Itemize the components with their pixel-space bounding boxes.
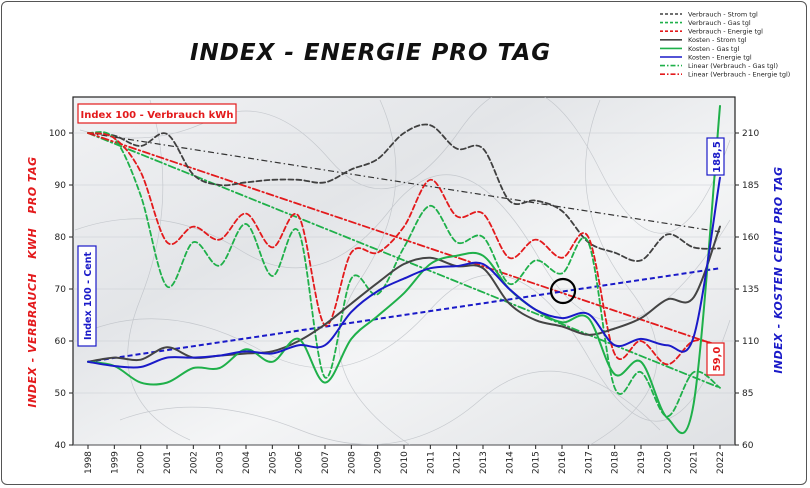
axes: 40 50 60 70 80 90 100 60 85 110 135 160 185 210 1998 19… bbox=[49, 129, 760, 474]
x-tick-label: 1999 bbox=[110, 451, 120, 474]
x-tick-label: 2017 bbox=[584, 451, 594, 474]
series-lines bbox=[87, 105, 721, 434]
left-axis-title-part3: PRO TAG bbox=[26, 156, 39, 213]
verbrauch-index-box: Index 100 - Verbrauch kWh bbox=[77, 103, 237, 124]
x-tick-label: 2003 bbox=[216, 451, 226, 474]
end-verbrauch-value: 59,0 bbox=[712, 347, 723, 372]
left-tick-label: 70 bbox=[55, 285, 67, 295]
legend-label-8: Linear (Verbrauch - Energie tgl) bbox=[688, 71, 790, 79]
left-tick-label: 60 bbox=[55, 337, 67, 347]
x-tick-label: 2018 bbox=[611, 451, 621, 474]
chart-title: INDEX - ENERGIE PRO TAG bbox=[190, 40, 551, 66]
x-tick-label: 2000 bbox=[137, 451, 147, 474]
end-kosten-value: 188,5 bbox=[712, 141, 723, 173]
highlight-circle bbox=[549, 277, 577, 305]
trend-line-strom bbox=[87, 132, 721, 233]
right-axis-title-text: INDEX - KOSTEN CENT PRO TAG bbox=[772, 166, 785, 373]
x-tick-label: 2021 bbox=[690, 451, 700, 474]
cent-index-box: Index 100 - Cent bbox=[77, 245, 97, 347]
left-tick-label: 90 bbox=[55, 181, 67, 191]
left-tick-label: 50 bbox=[55, 389, 67, 399]
legend-label-6: Kosten - Energie tgl bbox=[688, 53, 752, 61]
x-tick-label: 2001 bbox=[163, 451, 173, 474]
verbrauch-index-label: Index 100 - Verbrauch kWh bbox=[81, 110, 234, 121]
x-tick-label: 2005 bbox=[268, 451, 278, 474]
x-tick-label: 2011 bbox=[426, 451, 436, 474]
x-tick-label: 2019 bbox=[637, 451, 647, 474]
right-tick-label: 85 bbox=[742, 389, 753, 399]
left-axis-title-part1: INDEX - VERBRAUCH bbox=[26, 273, 39, 408]
x-tick-label: 2013 bbox=[479, 451, 489, 474]
legend-label-5: Kosten - Gas tgl bbox=[688, 45, 740, 53]
svg-text:INDEX - VERBRAUCHKWHPRO TAG: INDEX - VERBRAUCH KWH PRO TAG bbox=[26, 156, 39, 407]
x-tick-label: 2007 bbox=[321, 451, 331, 474]
x-tick-label: 1998 bbox=[84, 451, 94, 474]
x-tick-label: 2014 bbox=[505, 451, 515, 474]
x-tick-label: 2015 bbox=[532, 451, 542, 474]
left-tick-label: 40 bbox=[55, 441, 67, 451]
x-tick-label: 2016 bbox=[558, 451, 568, 474]
x-tick-label: 2009 bbox=[374, 451, 384, 474]
series-line-8 bbox=[87, 132, 721, 348]
left-tick-label: 80 bbox=[55, 233, 67, 243]
right-tick-label: 60 bbox=[742, 441, 754, 451]
series-line-2 bbox=[87, 131, 721, 418]
legend-label-1: Verbrauch - Strom tgl bbox=[688, 10, 758, 18]
left-axis-title-part2: KWH bbox=[26, 228, 39, 259]
right-tick-label: 210 bbox=[742, 129, 759, 139]
legend-label-3: Verbrauch - Energie tgl bbox=[688, 28, 763, 36]
plot-area bbox=[72, 96, 736, 446]
left-tick-label: 100 bbox=[49, 129, 66, 139]
series-line-6 bbox=[87, 176, 721, 369]
cent-index-label: Index 100 - Cent bbox=[83, 252, 94, 341]
right-tick-label: 135 bbox=[742, 285, 759, 295]
x-tick-label: 2022 bbox=[716, 451, 726, 474]
legend-label-2: Verbrauch - Gas tgl bbox=[688, 19, 751, 27]
legend-label-7: Linear (Verbrauch - Gas tgl) bbox=[688, 62, 778, 70]
left-axis-title: INDEX - VERBRAUCH KWH PRO TAG bbox=[26, 156, 39, 407]
x-tick-label: 2004 bbox=[242, 451, 252, 474]
legend-label-4: Kosten - Strom tgl bbox=[688, 36, 747, 44]
end-kosten-box: 188,5 bbox=[706, 137, 725, 176]
series-line-3 bbox=[87, 132, 721, 366]
trend-line-kosten bbox=[87, 267, 721, 363]
x-tick-label: 2010 bbox=[400, 451, 410, 474]
series-line-1 bbox=[87, 123, 721, 262]
x-tick-label: 2002 bbox=[189, 451, 199, 474]
x-tick-label: 2006 bbox=[295, 451, 305, 474]
right-tick-label: 185 bbox=[742, 181, 759, 191]
end-verbrauch-box: 59,0 bbox=[706, 342, 725, 376]
x-tick-label: 2008 bbox=[347, 451, 357, 474]
right-tick-label: 160 bbox=[742, 233, 759, 243]
right-tick-label: 110 bbox=[742, 337, 759, 347]
right-axis-title: INDEX - KOSTEN CENT PRO TAG bbox=[772, 166, 785, 373]
x-tick-label: 2020 bbox=[663, 451, 673, 474]
x-tick-label: 2012 bbox=[453, 451, 463, 474]
